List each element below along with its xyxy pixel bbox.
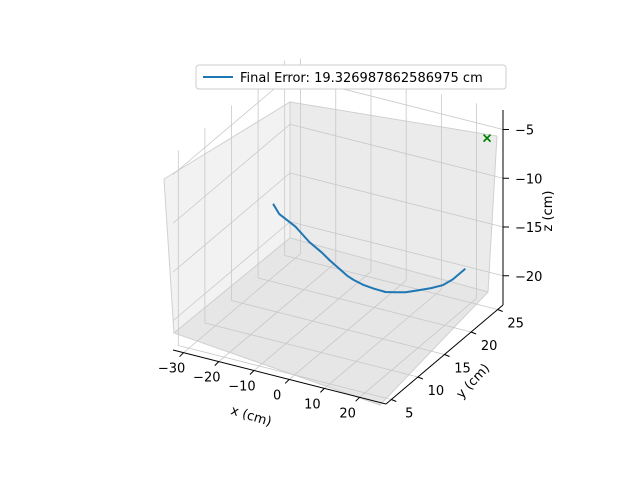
grid-line-z bbox=[172, 172, 291, 273]
legend-box bbox=[195, 64, 507, 90]
series-line-0 bbox=[272, 203, 466, 294]
x-tick-label: 10 bbox=[304, 397, 321, 412]
y-tick-mark bbox=[470, 331, 477, 335]
y-tick-label: 20 bbox=[481, 339, 498, 354]
y-tick-mark bbox=[444, 354, 450, 357]
x-axis-label: x (cm) bbox=[229, 403, 273, 430]
y-tick-mark bbox=[497, 309, 503, 312]
grid-line-y bbox=[204, 322, 419, 378]
x-tick-mark bbox=[214, 361, 220, 366]
grid-line-z bbox=[172, 75, 291, 175]
x-tick-label: −10 bbox=[228, 380, 255, 395]
tick-labels: −30 −20 −10 0 10 20 5 10 15 20 25 −5 −10 −15 −20 bbox=[158, 124, 543, 422]
y-tick-label: 25 bbox=[507, 317, 524, 332]
z-tick-label: −15 bbox=[515, 221, 542, 236]
grid-line-z bbox=[172, 221, 291, 322]
y-tick-label: 10 bbox=[428, 384, 445, 399]
grid-line-y bbox=[257, 277, 472, 333]
axes bbox=[172, 110, 509, 405]
x-axis-line bbox=[172, 349, 387, 405]
pane-floor bbox=[172, 237, 489, 406]
y-tick-mark bbox=[417, 376, 424, 380]
y-tick-label: 15 bbox=[454, 362, 471, 377]
y-tick-label: 5 bbox=[405, 407, 413, 422]
z-tick-label: −20 bbox=[515, 270, 542, 285]
target-marker bbox=[482, 134, 492, 143]
x-tick-mark bbox=[355, 396, 360, 402]
x-tick-mark bbox=[249, 370, 255, 375]
legend-label: Final Error: 19.326987862586975 cm bbox=[240, 71, 483, 86]
legend: Final Error: 19.326987862586975 cm bbox=[195, 64, 507, 90]
grid-line-z bbox=[289, 123, 504, 179]
x-tick-label: −20 bbox=[193, 371, 220, 386]
z-axis-label: z (cm) bbox=[541, 191, 556, 232]
z-tick-label: −10 bbox=[515, 172, 542, 187]
grid-line-y bbox=[231, 300, 445, 355]
grid-line-z bbox=[172, 123, 291, 224]
x-tick-label: 20 bbox=[339, 406, 356, 421]
z-tick-label: −5 bbox=[515, 124, 534, 139]
y-tick-mark bbox=[391, 399, 397, 402]
x-tick-label: 0 bbox=[273, 388, 281, 403]
plot-area bbox=[272, 134, 492, 294]
grid-line-z bbox=[289, 172, 504, 228]
x-tick-mark bbox=[320, 388, 325, 393]
x-tick-mark bbox=[179, 352, 184, 358]
x-tick-label: −30 bbox=[158, 362, 185, 377]
x-tick-mark bbox=[284, 379, 290, 384]
grid-line-y bbox=[178, 345, 392, 400]
grid-line-y bbox=[284, 255, 498, 310]
grid-line-z bbox=[289, 221, 504, 277]
